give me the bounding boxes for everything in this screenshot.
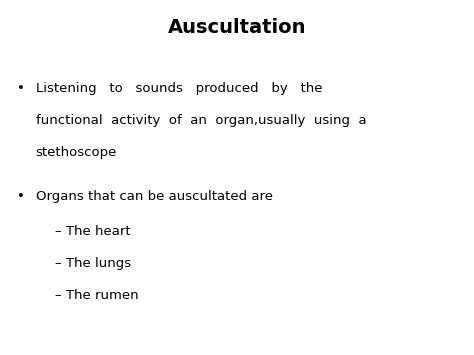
Text: Listening   to   sounds   produced   by   the: Listening to sounds produced by the [36, 82, 322, 95]
Text: – The lungs: – The lungs [55, 257, 131, 271]
Text: stethoscope: stethoscope [36, 146, 117, 159]
Text: – The rumen: – The rumen [55, 289, 138, 302]
Text: •: • [18, 82, 25, 95]
Text: Auscultation: Auscultation [168, 18, 306, 37]
Text: functional  activity  of  an  organ,usually  using  a: functional activity of an organ,usually … [36, 114, 366, 127]
Text: Organs that can be auscultated are: Organs that can be auscultated are [36, 190, 273, 203]
Text: – The heart: – The heart [55, 225, 130, 239]
Text: •: • [18, 190, 25, 203]
